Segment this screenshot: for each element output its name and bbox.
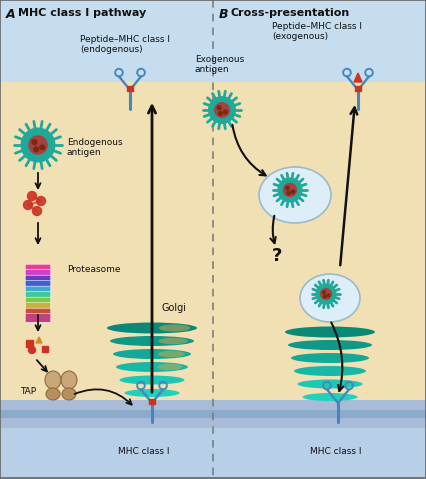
Circle shape bbox=[36, 196, 46, 205]
Ellipse shape bbox=[107, 322, 196, 333]
Circle shape bbox=[285, 186, 288, 190]
FancyBboxPatch shape bbox=[25, 281, 51, 289]
Circle shape bbox=[320, 289, 331, 299]
Text: Peptide–MHC class I
(endogenous): Peptide–MHC class I (endogenous) bbox=[80, 35, 170, 55]
FancyBboxPatch shape bbox=[25, 292, 51, 300]
Ellipse shape bbox=[61, 371, 77, 389]
Text: MHC class I pathway: MHC class I pathway bbox=[18, 8, 146, 18]
Ellipse shape bbox=[259, 167, 330, 223]
Text: B: B bbox=[219, 8, 228, 21]
Ellipse shape bbox=[119, 376, 184, 385]
Text: TAP: TAP bbox=[20, 388, 36, 397]
Circle shape bbox=[32, 140, 37, 145]
Ellipse shape bbox=[284, 327, 374, 338]
Circle shape bbox=[316, 284, 335, 304]
Text: Golgi: Golgi bbox=[161, 303, 187, 313]
Ellipse shape bbox=[46, 388, 60, 400]
Circle shape bbox=[21, 128, 55, 162]
Bar bbox=[26, 340, 33, 347]
Text: ?: ? bbox=[271, 247, 282, 265]
Ellipse shape bbox=[302, 393, 357, 401]
Circle shape bbox=[27, 192, 36, 201]
Ellipse shape bbox=[287, 340, 371, 350]
Ellipse shape bbox=[157, 364, 182, 370]
Ellipse shape bbox=[158, 324, 190, 331]
FancyBboxPatch shape bbox=[25, 314, 51, 322]
Ellipse shape bbox=[299, 274, 359, 322]
Ellipse shape bbox=[116, 362, 187, 372]
Text: Peptide–MHC class I
(exogenous): Peptide–MHC class I (exogenous) bbox=[271, 22, 361, 41]
Bar bbox=[0, 0, 426, 82]
Ellipse shape bbox=[297, 379, 362, 388]
Text: Proteasome: Proteasome bbox=[67, 265, 120, 274]
Circle shape bbox=[223, 110, 227, 114]
Circle shape bbox=[208, 97, 235, 123]
Circle shape bbox=[40, 145, 45, 150]
Polygon shape bbox=[353, 73, 361, 82]
Bar bbox=[0, 410, 426, 418]
Circle shape bbox=[29, 136, 47, 154]
Bar bbox=[0, 400, 426, 428]
Circle shape bbox=[23, 201, 32, 209]
Circle shape bbox=[283, 183, 296, 196]
Circle shape bbox=[29, 346, 35, 354]
Circle shape bbox=[34, 147, 38, 152]
Ellipse shape bbox=[113, 349, 190, 359]
Bar bbox=[126, 86, 133, 91]
Circle shape bbox=[323, 295, 325, 298]
Text: Endogenous
antigen: Endogenous antigen bbox=[67, 138, 122, 158]
Circle shape bbox=[214, 103, 229, 117]
Ellipse shape bbox=[290, 353, 368, 363]
FancyBboxPatch shape bbox=[25, 303, 51, 311]
Bar bbox=[42, 346, 48, 352]
Ellipse shape bbox=[45, 371, 61, 389]
Ellipse shape bbox=[158, 351, 185, 357]
Circle shape bbox=[217, 106, 221, 110]
Circle shape bbox=[291, 190, 294, 194]
Circle shape bbox=[277, 178, 301, 202]
Polygon shape bbox=[36, 337, 42, 343]
Text: Exogenous
antigen: Exogenous antigen bbox=[195, 55, 244, 74]
Bar bbox=[0, 82, 426, 400]
Ellipse shape bbox=[110, 336, 193, 346]
Ellipse shape bbox=[62, 388, 76, 400]
FancyBboxPatch shape bbox=[25, 264, 51, 273]
Ellipse shape bbox=[124, 389, 179, 397]
Text: MHC class I: MHC class I bbox=[118, 447, 169, 456]
FancyBboxPatch shape bbox=[25, 286, 51, 295]
Text: Cross-presentation: Cross-presentation bbox=[230, 8, 349, 18]
Circle shape bbox=[286, 191, 290, 195]
FancyBboxPatch shape bbox=[25, 270, 51, 278]
Bar bbox=[0, 428, 426, 479]
Bar bbox=[148, 399, 155, 404]
Circle shape bbox=[322, 291, 325, 294]
Circle shape bbox=[32, 206, 41, 216]
FancyBboxPatch shape bbox=[25, 297, 51, 306]
Ellipse shape bbox=[158, 338, 187, 344]
Text: A: A bbox=[6, 8, 16, 21]
Ellipse shape bbox=[294, 366, 365, 376]
FancyBboxPatch shape bbox=[25, 308, 51, 317]
Bar bbox=[354, 86, 360, 91]
Circle shape bbox=[218, 112, 222, 115]
FancyBboxPatch shape bbox=[25, 275, 51, 284]
Text: MHC class I: MHC class I bbox=[309, 447, 361, 456]
Circle shape bbox=[326, 294, 329, 297]
